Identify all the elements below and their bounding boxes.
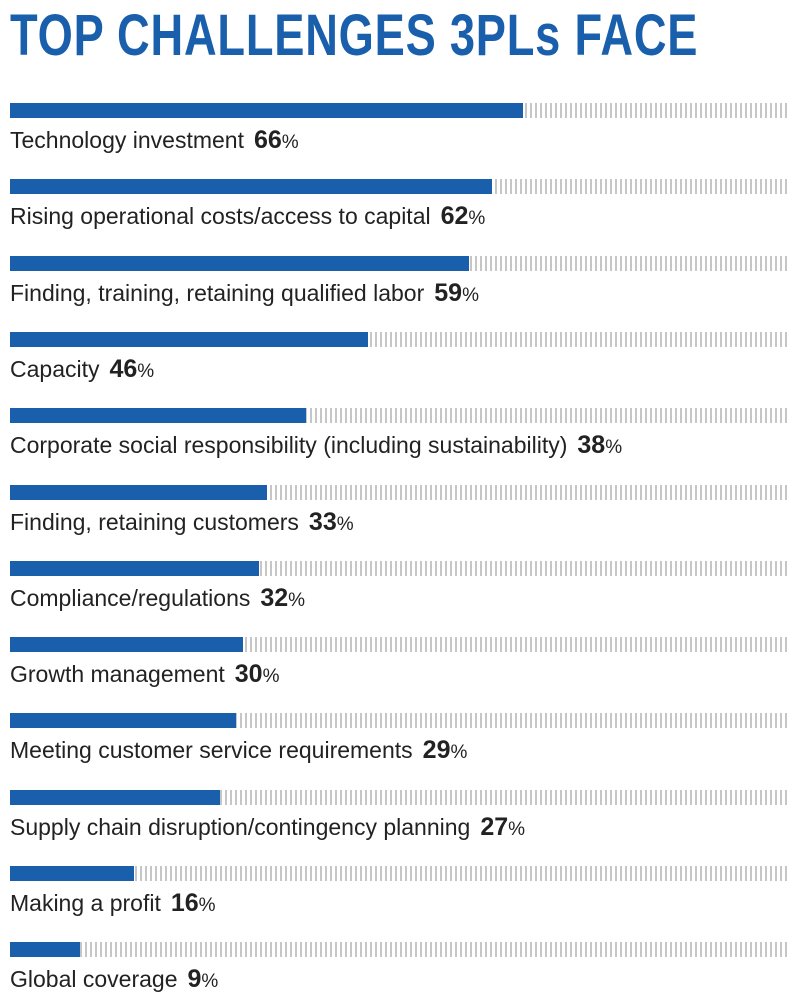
bar [10, 408, 306, 423]
value-number: 59 [434, 279, 463, 307]
category-label: Corporate social responsibility (includi… [10, 432, 568, 458]
value-number: 38 [577, 431, 606, 459]
percent-sign: % [605, 437, 623, 458]
category-label: Making a profit [10, 890, 161, 916]
percent-sign: % [262, 666, 280, 687]
bar-track [10, 866, 788, 881]
value-label: 29% [423, 736, 468, 764]
chart-title: TOP CHALLENGES 3PLs FACE [10, 3, 699, 68]
value-label: 46% [109, 355, 154, 383]
value-number: 16 [170, 889, 199, 917]
bar [10, 179, 492, 194]
category-label: Compliance/regulations [10, 585, 251, 611]
percent-sign: % [288, 590, 306, 611]
bar-label: Rising operational costs/access to capit… [10, 201, 485, 234]
bar [10, 256, 469, 271]
category-label: Finding, training, retaining qualified l… [10, 280, 425, 306]
value-label: 9% [188, 965, 219, 993]
value-label: 62% [441, 202, 486, 230]
value-number: 32 [260, 584, 289, 612]
bar [10, 866, 134, 881]
bar [10, 637, 243, 652]
bar-label: Compliance/regulations 32% [10, 583, 305, 616]
bar [10, 790, 220, 805]
bar-label: Corporate social responsibility (includi… [10, 430, 622, 463]
category-label: Finding, retaining customers [10, 509, 299, 535]
bar [10, 103, 523, 118]
category-label: Capacity [10, 356, 100, 382]
value-label: 30% [235, 660, 280, 688]
category-label: Supply chain disruption/contingency plan… [10, 814, 471, 840]
percent-sign: % [462, 285, 479, 306]
bar [10, 713, 236, 728]
percent-sign: % [198, 895, 216, 916]
value-label: 27% [480, 813, 525, 841]
bar-label: Making a profit 16% [10, 888, 216, 921]
percent-sign: % [281, 132, 299, 153]
bar-label: Global coverage 9% [10, 964, 218, 997]
percent-sign: % [336, 514, 354, 535]
value-label: 33% [309, 508, 354, 536]
percent-sign: % [468, 208, 486, 229]
category-label: Growth management [10, 661, 225, 687]
value-number: 33 [308, 508, 337, 536]
percent-sign: % [201, 971, 219, 992]
value-number: 62 [440, 202, 469, 230]
bar [10, 942, 80, 957]
bar-label: Growth management 30% [10, 659, 280, 692]
percent-sign: % [450, 742, 468, 763]
bar-label: Finding, retaining customers 33% [10, 507, 354, 540]
value-number: 9 [187, 965, 202, 993]
category-label: Technology investment [10, 127, 244, 153]
value-number: 27 [480, 813, 509, 841]
bar-label: Capacity 46% [10, 354, 154, 387]
value-label: 59% [434, 279, 479, 307]
value-label: 38% [577, 431, 622, 459]
category-label: Rising operational costs/access to capit… [10, 203, 431, 229]
value-number: 46 [109, 355, 138, 383]
value-number: 30 [234, 660, 263, 688]
bar [10, 561, 259, 576]
percent-sign: % [137, 361, 155, 382]
bar [10, 485, 267, 500]
value-label: 66% [254, 126, 299, 154]
bar-label: Supply chain disruption/contingency plan… [10, 812, 525, 845]
bar-label: Finding, training, retaining qualified l… [10, 278, 479, 311]
bar-label: Meeting customer service requirements 29% [10, 735, 467, 768]
value-label: 16% [171, 889, 216, 917]
category-label: Meeting customer service requirements [10, 737, 413, 763]
value-label: 32% [260, 584, 305, 612]
value-number: 29 [422, 736, 451, 764]
category-label: Global coverage [10, 966, 178, 992]
bar-label: Technology investment 66% [10, 125, 299, 158]
percent-sign: % [508, 819, 526, 840]
bar-track [10, 942, 788, 957]
value-number: 66 [253, 126, 282, 154]
bar [10, 332, 368, 347]
